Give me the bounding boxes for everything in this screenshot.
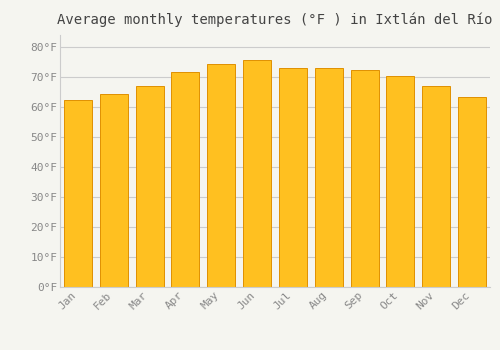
Bar [422,86,450,287]
Bar [64,100,92,287]
Bar [243,60,271,287]
Title: Average monthly temperatures (°F ) in Ixtlán del Río: Average monthly temperatures (°F ) in Ix… [57,12,493,27]
Bar [100,94,128,287]
Bar [458,97,486,287]
Bar [386,76,414,287]
Bar [136,86,164,287]
Bar [315,68,342,287]
Bar [279,68,307,287]
Bar [208,63,235,287]
Bar [172,72,200,287]
Bar [350,70,378,287]
